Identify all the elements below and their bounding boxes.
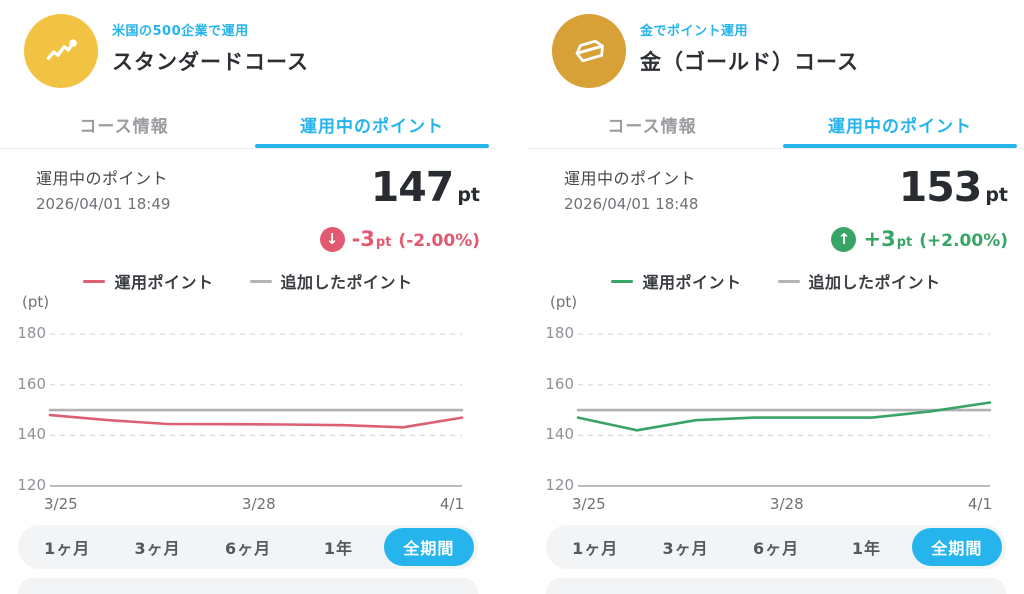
legend-managed-points: 運用ポイント (83, 269, 213, 293)
active-tab-underline (783, 144, 1017, 148)
points-timestamp: 2026/04/01 18:49 (36, 195, 171, 213)
managed-points-line-swatch (83, 279, 106, 283)
legend-added-points: 追加したポイント (249, 269, 413, 293)
added-points-line-swatch (777, 279, 800, 283)
points-summary: 運用中のポイント 2026/04/01 18:49 147 pt ↓ -3 pt… (0, 149, 496, 253)
panel-gold-course: 金でポイント運用 金（ゴールド）コース コース情報 運用中のポイント 運用中のポ… (528, 0, 1024, 594)
legend-managed-points: 運用ポイント (611, 269, 741, 293)
period-all[interactable]: 全期間 (383, 528, 475, 566)
period-all[interactable]: 全期間 (911, 528, 1003, 566)
added-points-line-swatch (249, 279, 272, 283)
points-summary: 運用中のポイント 2026/04/01 18:48 153 pt ↑ +3 pt… (528, 149, 1024, 253)
points-chart: (pt) 180 160 140 120 3/25 3/28 4/1 (545, 293, 992, 513)
tab-divider (0, 148, 496, 149)
course-subtitle: 米国の500企業で運用 (112, 24, 249, 39)
tab-active-points[interactable]: 運用中のポイント (776, 100, 1024, 148)
points-value: 153 pt (898, 163, 1008, 211)
course-header: 米国の500企業で運用 スタンダードコース (0, 0, 496, 100)
course-subtitle: 金でポイント運用 (640, 24, 749, 39)
change-badge: ↑ +3 pt (+2.00%) (831, 225, 1008, 253)
y-axis-unit: (pt) (550, 293, 578, 311)
tab-bar: コース情報 運用中のポイント (528, 100, 1024, 148)
period-1month[interactable]: 1ヶ月 (550, 528, 640, 566)
next-section-card (546, 578, 1006, 594)
panel-standard-course: 米国の500企業で運用 スタンダードコース コース情報 運用中のポイント 運用中… (0, 0, 496, 594)
period-selector: 1ヶ月 3ヶ月 6ヶ月 1年 全期間 (18, 525, 478, 569)
period-6months[interactable]: 6ヶ月 (731, 528, 821, 566)
period-1month[interactable]: 1ヶ月 (22, 528, 112, 566)
tab-course-info[interactable]: コース情報 (607, 116, 697, 137)
points-timestamp: 2026/04/01 18:48 (564, 195, 699, 213)
gold-ingot-icon (552, 14, 626, 88)
up-arrow-icon: ↑ (831, 226, 857, 252)
points-summary-label: 運用中のポイント (564, 169, 697, 188)
tab-bar: コース情報 運用中のポイント (0, 100, 496, 148)
chart-legend: 運用ポイント 追加したポイント (0, 269, 496, 293)
period-6months[interactable]: 6ヶ月 (203, 528, 293, 566)
change-badge: ↓ -3 pt (-2.00%) (319, 225, 480, 253)
period-3months[interactable]: 3ヶ月 (112, 528, 202, 566)
period-1year[interactable]: 1年 (293, 528, 383, 566)
legend-added-points: 追加したポイント (777, 269, 941, 293)
course-title: 金（ゴールド）コース (640, 50, 859, 74)
points-chart: (pt) 180 160 140 120 3/25 3/28 4/1 (17, 293, 464, 513)
period-3months[interactable]: 3ヶ月 (640, 528, 730, 566)
managed-points-line-swatch (611, 279, 634, 283)
y-axis-unit: (pt) (22, 293, 50, 311)
points-value: 147 pt (370, 163, 480, 211)
next-section-card (18, 578, 478, 594)
chart-legend: 運用ポイント 追加したポイント (528, 269, 1024, 293)
tab-divider (528, 148, 1024, 149)
active-tab-underline (255, 144, 489, 148)
period-1year[interactable]: 1年 (821, 528, 911, 566)
down-arrow-icon: ↓ (319, 226, 345, 252)
x-axis-ticks: 3/25 3/28 4/1 (572, 495, 992, 513)
trend-up-icon (24, 14, 98, 88)
course-header: 金でポイント運用 金（ゴールド）コース (528, 0, 1024, 100)
line-chart-plot (48, 333, 464, 487)
tab-course-info[interactable]: コース情報 (79, 116, 169, 137)
x-axis-ticks: 3/25 3/28 4/1 (44, 495, 464, 513)
period-selector: 1ヶ月 3ヶ月 6ヶ月 1年 全期間 (546, 525, 1006, 569)
tab-active-points[interactable]: 運用中のポイント (248, 100, 496, 148)
line-chart-plot (576, 333, 992, 487)
course-title: スタンダードコース (112, 50, 309, 74)
points-summary-label: 運用中のポイント (36, 169, 169, 188)
